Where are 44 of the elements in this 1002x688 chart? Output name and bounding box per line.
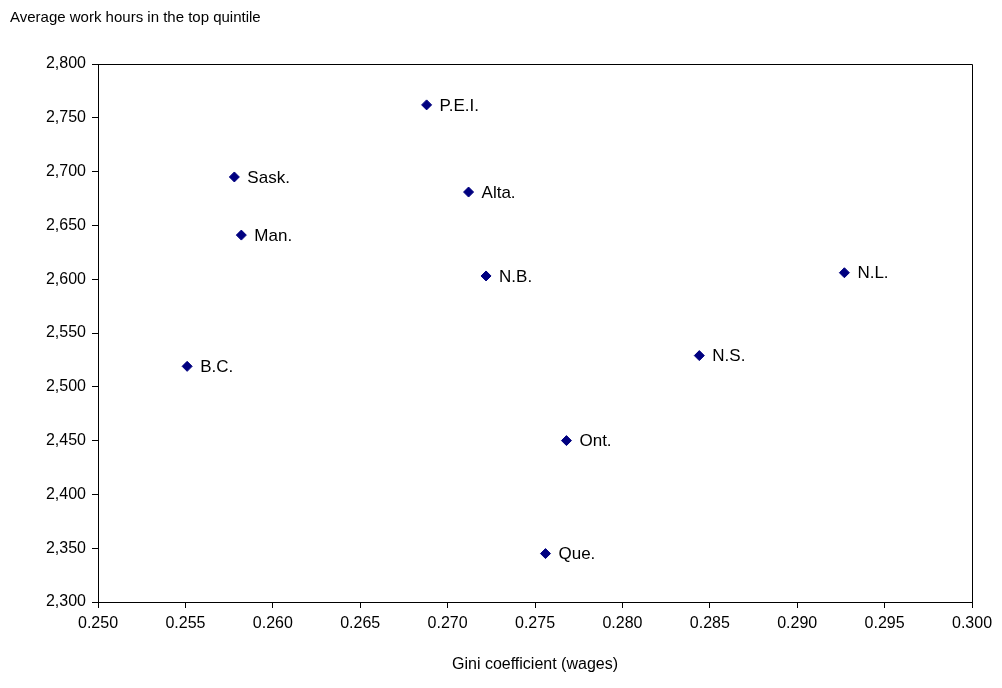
x-tick-label: 0.280 [602, 614, 643, 632]
point [560, 435, 572, 447]
point [480, 270, 492, 282]
y-tick-label: 2,300 [45, 592, 87, 610]
annotation: Man. [254, 225, 293, 245]
x-tick-label: 0.265 [340, 614, 381, 632]
x-tick-label: 0.300 [951, 614, 993, 632]
point [181, 360, 193, 372]
x-tick-label: 0.255 [165, 614, 206, 632]
y-tick-label: 2,800 [45, 54, 87, 72]
annotation: N.B. [499, 266, 533, 286]
annotation: B.C. [200, 357, 234, 377]
point [838, 267, 850, 279]
annotation: Alta. [481, 182, 516, 202]
x-tick-label: 0.270 [427, 614, 468, 632]
annotation: Que. [558, 544, 596, 564]
point [228, 171, 240, 183]
y-tick-label: 2,450 [45, 431, 87, 449]
x-axis-title: Gini coefficient (wages) [452, 654, 618, 672]
x-tick-label: 0.295 [864, 614, 905, 632]
annotation: Sask. [247, 167, 290, 187]
point [539, 548, 551, 560]
x-tick-label: 0.260 [252, 614, 293, 632]
y-tick-label: 2,600 [45, 269, 87, 287]
x-tick-label: 0.275 [514, 614, 556, 632]
y-tick-label: 2,550 [45, 323, 87, 341]
y-tick-label: 2,700 [45, 162, 87, 180]
point [421, 99, 433, 111]
x-tick-label: 0.290 [777, 614, 818, 632]
y-tick-label: 2,500 [45, 377, 87, 395]
annotation: N.L. [857, 263, 889, 283]
y-tick-label: 2,650 [45, 215, 87, 233]
annotation: N.S. [712, 346, 746, 366]
x-tick-label: 0.250 [77, 614, 119, 632]
point [235, 229, 247, 241]
annotation: P.E.I. [439, 95, 480, 115]
y-tick-label: 2,400 [45, 484, 87, 502]
x-tick-label: 0.285 [689, 614, 730, 632]
y-axis-title: Average work hours in the top quintile [10, 8, 261, 25]
point [693, 350, 705, 362]
y-tick-label: 2,750 [45, 108, 87, 126]
point [463, 186, 475, 198]
annotation: Ont. [579, 431, 612, 451]
y-tick-label: 2,350 [45, 538, 87, 556]
